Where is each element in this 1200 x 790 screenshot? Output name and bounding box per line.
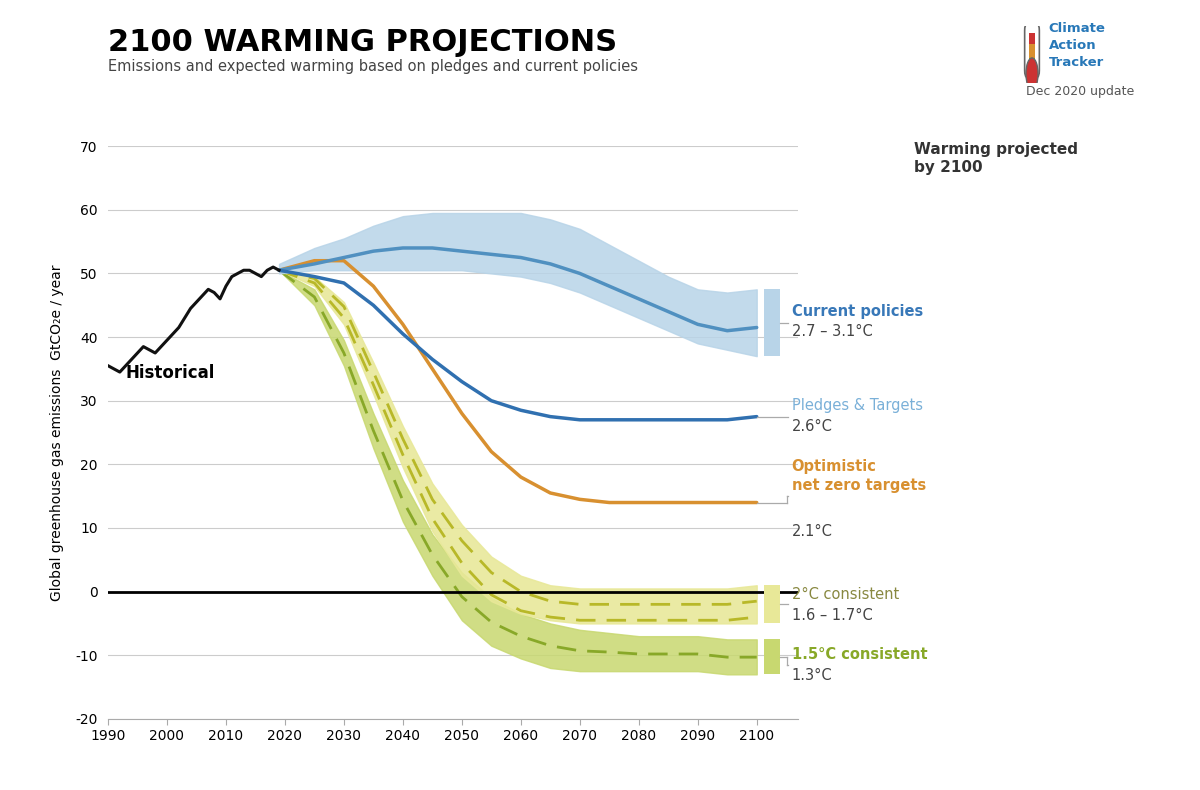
- Text: Optimistic
net zero targets: Optimistic net zero targets: [792, 460, 925, 493]
- Text: Warming projected
by 2100: Warming projected by 2100: [914, 142, 1079, 175]
- Text: 1.5°C consistent: 1.5°C consistent: [792, 647, 928, 662]
- Text: Pledges & Targets: Pledges & Targets: [792, 398, 923, 413]
- Text: 2.6°C: 2.6°C: [792, 419, 833, 434]
- Text: 2°C consistent: 2°C consistent: [792, 587, 899, 602]
- Text: Historical: Historical: [126, 364, 215, 382]
- Text: Emissions and expected warming based on pledges and current policies: Emissions and expected warming based on …: [108, 59, 638, 74]
- Text: 1.3°C: 1.3°C: [792, 668, 832, 683]
- Text: Current policies: Current policies: [792, 304, 923, 319]
- Text: 1.6 – 1.7°C: 1.6 – 1.7°C: [792, 608, 872, 623]
- Bar: [1028, 43, 1036, 58]
- Text: Climate
Action
Tracker: Climate Action Tracker: [1049, 22, 1105, 69]
- Text: 2.1°C: 2.1°C: [792, 524, 833, 539]
- Bar: [1028, 58, 1036, 70]
- Text: 2100 WARMING PROJECTIONS: 2100 WARMING PROJECTIONS: [108, 28, 617, 57]
- Text: Dec 2020 update: Dec 2020 update: [1026, 85, 1134, 97]
- Y-axis label: Global greenhouse gas emissions  GtCO₂e / year: Global greenhouse gas emissions GtCO₂e /…: [50, 265, 64, 600]
- Text: 2.7 – 3.1°C: 2.7 – 3.1°C: [792, 325, 872, 340]
- Circle shape: [1026, 58, 1038, 90]
- Bar: [1028, 33, 1036, 43]
